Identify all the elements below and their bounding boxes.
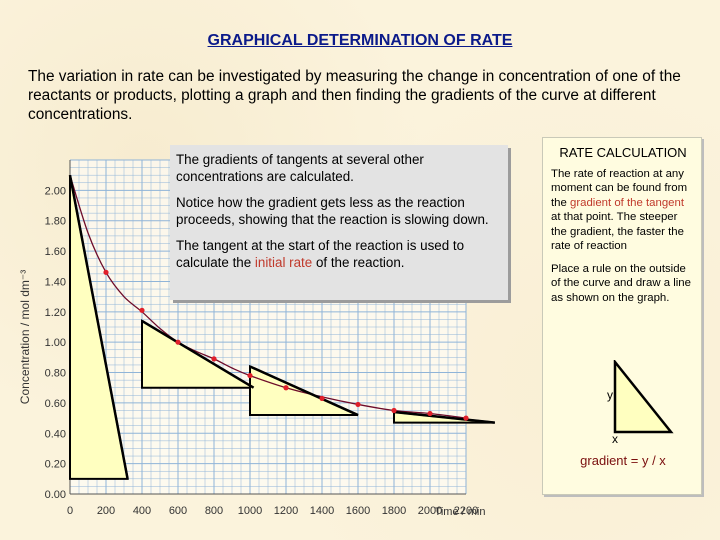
- data-point: [211, 356, 217, 362]
- tangent-line: [141, 319, 255, 389]
- data-point: [355, 401, 361, 408]
- x-tick-label: 200: [97, 505, 115, 517]
- x-axis-label: Time / min: [435, 506, 486, 518]
- y-tick-label: 1.40: [45, 276, 66, 288]
- x-tick-label: 1400: [310, 505, 334, 517]
- x-tick-label: 0: [67, 505, 73, 517]
- note-gradient-decrease: Notice how the gradient gets less as the…: [176, 195, 489, 227]
- x-tick-label: 1800: [382, 505, 406, 517]
- tangent-line: [393, 410, 495, 424]
- data-point: [283, 385, 289, 391]
- x-tick-label: 400: [133, 505, 151, 517]
- triangle-y-label: y: [607, 388, 613, 402]
- initial-rate-highlight: initial rate: [254, 255, 313, 270]
- note-tangents: The gradients of tangents at several oth…: [176, 152, 424, 184]
- gradient-tangent-highlight: gradient of the tangent: [570, 196, 684, 209]
- x-tick-label: 1600: [346, 505, 370, 517]
- y-tick-label: 0.40: [45, 428, 66, 440]
- y-tick-label: 2.00: [45, 185, 66, 197]
- y-tick-label: 1.00: [45, 337, 66, 349]
- y-axis-label: Concentration / mol dm⁻³: [18, 270, 32, 404]
- gradient-triangle: [613, 360, 674, 434]
- x-tick-label: 1000: [238, 505, 262, 517]
- rate-calc-desc-pre: The rate of reaction at any moment can b…: [551, 167, 688, 209]
- data-point: [319, 395, 325, 401]
- tangent-line: [68, 174, 129, 480]
- x-tick-label: 600: [169, 505, 187, 517]
- rate-calc-instruction: Place a rule on the outside of the curve…: [551, 262, 691, 304]
- data-point: [247, 372, 253, 379]
- y-tick-label: 0.00: [45, 489, 66, 501]
- x-tick-label: 1200: [274, 505, 298, 517]
- data-point: [175, 339, 181, 345]
- note-initial-rate: The tangent at the start of the reaction…: [176, 237, 502, 271]
- data-point: [391, 407, 397, 414]
- y-tick-label: 0.80: [45, 368, 66, 380]
- rate-calc-desc-post: at that point. The steeper the gradient,…: [551, 211, 684, 252]
- y-tick-label: 0.20: [45, 459, 66, 471]
- x-tick-label: 2000: [418, 505, 442, 517]
- y-tick-label: 1.80: [45, 216, 66, 228]
- triangle-x-label: x: [612, 432, 618, 446]
- y-tick-label: 1.20: [45, 307, 66, 319]
- data-point: [139, 307, 145, 313]
- rate-calculation-box: RATE CALCULATION The rate of reaction at…: [542, 137, 702, 495]
- gradient-formula: gradient = y / x: [580, 453, 666, 468]
- gradient-notes-box: The gradients of tangents at several oth…: [170, 145, 508, 300]
- y-tick-label: 1.60: [45, 246, 66, 258]
- x-tick-label: 800: [205, 505, 223, 517]
- note-initial-rate-pre: The tangent at the start of the reaction…: [176, 238, 465, 270]
- data-point: [463, 415, 469, 421]
- rate-calc-title: RATE CALCULATION: [559, 145, 687, 160]
- note-initial-rate-post: of the reaction.: [312, 255, 405, 270]
- x-tick-label: 2200: [454, 505, 478, 517]
- intro-text: The variation in rate can be investigate…: [28, 68, 681, 123]
- y-tick-label: 0.60: [45, 398, 66, 410]
- rate-calc-description: The rate of reaction at any moment can b…: [551, 167, 695, 254]
- data-point: [427, 410, 433, 417]
- tangent-line: [249, 365, 359, 417]
- page-title: GRAPHICAL DETERMINATION OF RATE: [207, 32, 513, 49]
- data-point: [103, 269, 109, 275]
